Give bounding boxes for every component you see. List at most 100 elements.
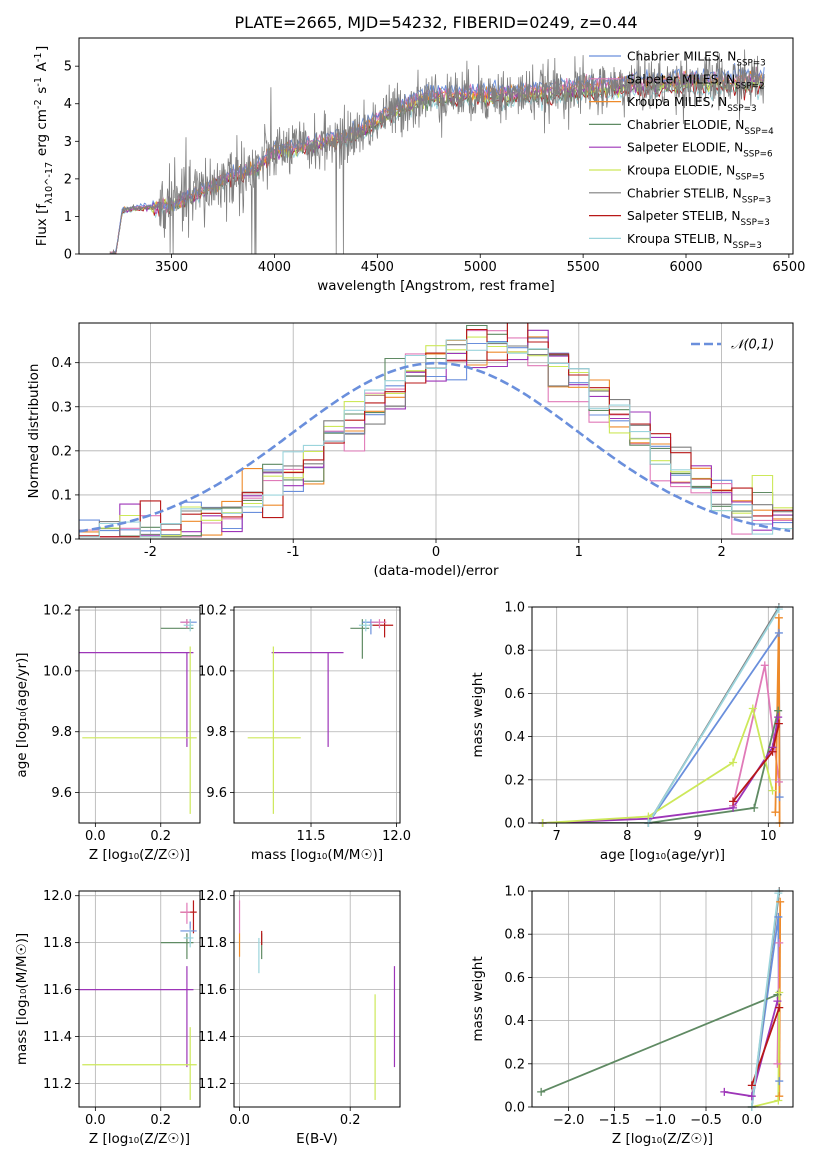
residuals-plot-area: [79, 323, 793, 539]
residuals-ylabel: Normed distribution: [26, 364, 42, 499]
residuals-xlabel-part: (data-model)/error: [373, 563, 499, 579]
x-tick-label: 0.0: [85, 1113, 106, 1128]
legend-entry-part: [774, 118, 775, 132]
weight-point-marker: [771, 808, 780, 817]
mass_vs_Z-xlabel: Z [log₁₀(Z/Z☉)]: [89, 1131, 190, 1147]
x-tick-label: 2: [717, 545, 725, 560]
weight-point-marker: [768, 786, 777, 795]
y-tick-label: 0.2: [504, 1057, 525, 1072]
weight-point-marker: [774, 628, 783, 637]
mass_vs_Z-ylabel: mass [log₁₀(M/M☉)]: [14, 933, 30, 1065]
legend-entry-part: Chabrier MILES, N: [627, 50, 736, 64]
x-tick-label: 4000: [258, 260, 291, 275]
x-tick-label: 10: [760, 829, 777, 844]
weight-point-marker: [775, 1003, 784, 1012]
weight-point-marker: [775, 988, 784, 997]
mass_vs_Z-plot-area: [79, 900, 197, 1100]
x-tick-label: -1: [287, 545, 300, 560]
y-tick-label: 0.2: [51, 444, 72, 459]
y-tick-label: 0.8: [504, 644, 525, 659]
x-tick-label: 5500: [567, 260, 600, 275]
weight_vs_Z-ylabel-part: mass weight: [470, 956, 486, 1041]
weight-point-marker: [776, 897, 785, 906]
weight-point-marker: [774, 1096, 783, 1105]
x-tick-label: 0: [432, 545, 440, 560]
x-tick-label: 1: [575, 545, 583, 560]
y-tick-label: 11.4: [198, 1030, 227, 1045]
spectrum-ylabel-part: A: [34, 61, 50, 75]
age_vs_mass-xlabel-part: mass [log₁₀(M/M☉)]: [251, 847, 383, 863]
y-tick-label: 9.8: [206, 725, 227, 740]
weight-point-marker: [747, 1092, 756, 1101]
histogram-series: [79, 337, 793, 539]
x-tick-label: 0.0: [229, 1113, 250, 1128]
x-tick-label: 6000: [669, 260, 702, 275]
weight-point-marker: [775, 1092, 784, 1101]
weight-series-line: [750, 893, 780, 1107]
y-tick-label: 9.8: [51, 725, 72, 740]
y-tick-label: 0.3: [51, 400, 72, 415]
weight-point-marker: [750, 803, 759, 812]
spectrum-model-line: [109, 63, 765, 254]
y-tick-label: 12.0: [198, 889, 227, 904]
mass_vs_Z-chart: 0.0 0.2 11.2 11.4 11.6 11.8 12.0 Z [log₁₀(Z/Z☉)…: [14, 889, 201, 1147]
spectrum-xlabel-part: wavelength [Angstrom, rest frame]: [317, 278, 555, 294]
x-tick-label: 8: [623, 829, 631, 844]
y-tick-label: 11.2: [198, 1077, 227, 1092]
legend-entry-sub: SSP=2: [735, 81, 764, 91]
weight_vs_age-plot-area: [542, 607, 781, 823]
x-tick-label: 0.0: [85, 829, 106, 844]
legend-entry: Salpeter STELIB, NSSP=3: [627, 209, 771, 228]
legend-entry-part: Salpeter STELIB, N: [627, 209, 740, 223]
spectrum-ylabel: Flux [fλ10^-17 erg cm-2 s-1 A-1 ]: [33, 46, 55, 247]
y-tick-label: 3: [64, 135, 72, 150]
legend-entry: Salpeter ELODIE, NSSP=6: [627, 141, 774, 160]
residuals-chart: -2 -1 0 1 2 0.0 0.1 0.2 0.3 0.4 (data-model)/error…: [26, 322, 794, 579]
weight-point-marker: [537, 1087, 546, 1096]
spectrum-chart: 3500 4000 4500 5000 5500 6000 6500 0 1 2 3 4 5 wavele…: [33, 37, 805, 294]
y-tick-label: 10.2: [43, 604, 72, 619]
y-tick-label: 0.4: [51, 356, 72, 371]
y-tick-label: 0.2: [504, 773, 525, 788]
x-tick-label: -2: [144, 545, 157, 560]
weight_vs_age-xlabel: age [log₁₀(age/yr)]: [600, 847, 725, 863]
weight_vs_age-ylabel: mass weight: [470, 672, 486, 757]
residuals-xlabel: (data-model)/error: [373, 563, 499, 579]
spectrum-plot-area: [109, 49, 765, 254]
x-tick-label: −0.5: [690, 1113, 722, 1128]
x-tick-label: 7: [553, 829, 561, 844]
age_vs_Z-xlabel-part: Z [log₁₀(Z/Z☉)]: [89, 847, 190, 863]
y-tick-label: 11.2: [43, 1077, 72, 1092]
y-tick-label: 11.8: [198, 936, 227, 951]
x-tick-label: 6500: [772, 260, 805, 275]
weight_vs_Z-frame: [531, 890, 794, 1108]
weight-point-marker: [773, 997, 782, 1006]
weight-point-marker: [775, 938, 784, 947]
histogram-series: [79, 339, 793, 539]
spectrum-frame: [78, 37, 794, 255]
mass_vs_ebv-xlabel-part: E(B-V): [296, 1131, 338, 1147]
weight-point-marker: [760, 661, 769, 670]
spectrum-ylabel-part: Flux [f: [34, 203, 50, 247]
mass_vs_Z-ylabel-part: mass [log₁₀(M/M☉)]: [14, 933, 30, 1065]
legend-entry-part: [757, 95, 758, 109]
spectrum-data-line: [109, 49, 765, 254]
weight-point-marker: [775, 793, 784, 802]
weight_vs_age-frame: [531, 606, 794, 824]
weight_vs_Z-ylabel: mass weight: [470, 956, 486, 1041]
spectrum-ylabel-part: erg cm: [34, 109, 50, 160]
weight_vs_age-ylabel-part: mass weight: [470, 672, 486, 757]
y-tick-label: 0.6: [504, 687, 525, 702]
spectrum-xlabel: wavelength [Angstrom, rest frame]: [317, 278, 555, 294]
weight-point-marker: [747, 1081, 756, 1090]
x-tick-label: 9: [694, 829, 702, 844]
legend-entry-sub: SSP=4: [744, 127, 774, 137]
weight_vs_Z-xlabel: Z [log₁₀(Z/Z☉)]: [612, 1131, 713, 1147]
y-tick-label: 11.8: [43, 936, 72, 951]
x-tick-label: −1.0: [644, 1113, 676, 1128]
spectrum-ylabel-sup: -1: [33, 77, 44, 87]
legend-entry-part: [766, 50, 767, 64]
y-tick-label: 11.6: [198, 983, 227, 998]
legend-entry-part: [762, 232, 763, 246]
legend-entry-sub: SSP=3: [740, 218, 769, 228]
